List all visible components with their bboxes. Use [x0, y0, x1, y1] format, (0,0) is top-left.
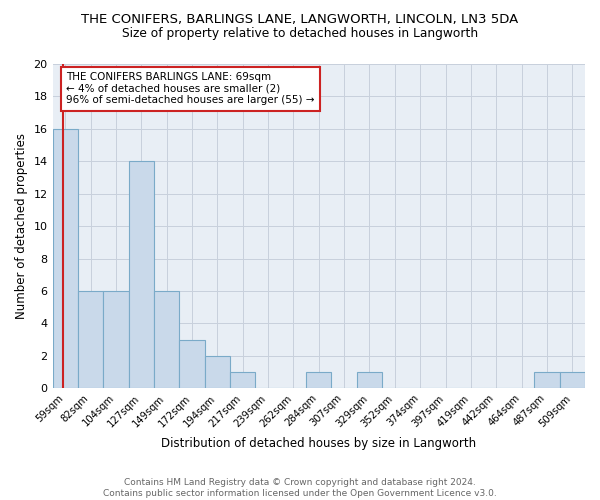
Bar: [230, 372, 256, 388]
Text: Contains HM Land Registry data © Crown copyright and database right 2024.
Contai: Contains HM Land Registry data © Crown c…: [103, 478, 497, 498]
Bar: [53, 129, 78, 388]
Y-axis label: Number of detached properties: Number of detached properties: [15, 133, 28, 319]
Bar: [128, 162, 154, 388]
Bar: [154, 291, 179, 388]
Bar: [306, 372, 331, 388]
Text: THE CONIFERS, BARLINGS LANE, LANGWORTH, LINCOLN, LN3 5DA: THE CONIFERS, BARLINGS LANE, LANGWORTH, …: [82, 12, 518, 26]
Bar: [534, 372, 560, 388]
Bar: [205, 356, 230, 388]
Bar: [560, 372, 585, 388]
Text: THE CONIFERS BARLINGS LANE: 69sqm
← 4% of detached houses are smaller (2)
96% of: THE CONIFERS BARLINGS LANE: 69sqm ← 4% o…: [67, 72, 315, 106]
Bar: [103, 291, 128, 388]
Bar: [357, 372, 382, 388]
Bar: [78, 291, 103, 388]
X-axis label: Distribution of detached houses by size in Langworth: Distribution of detached houses by size …: [161, 437, 476, 450]
Bar: [179, 340, 205, 388]
Text: Size of property relative to detached houses in Langworth: Size of property relative to detached ho…: [122, 28, 478, 40]
